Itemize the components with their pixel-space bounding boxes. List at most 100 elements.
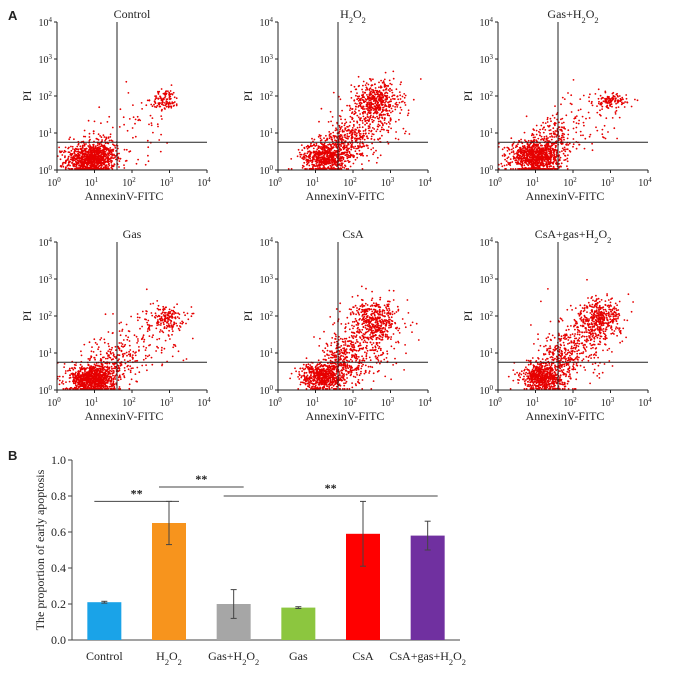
scatter-point xyxy=(567,92,569,94)
scatter-point xyxy=(370,103,373,106)
scatter-point xyxy=(501,165,504,168)
scatter-point xyxy=(521,155,523,158)
scatter-point xyxy=(151,117,154,119)
scatter-point xyxy=(332,151,334,154)
scatter-point xyxy=(348,160,351,163)
y-tick-label: 102 xyxy=(480,90,494,103)
scatter-point xyxy=(82,162,84,164)
scatter-point xyxy=(79,363,82,366)
scatter-point xyxy=(132,116,135,119)
scatter-point xyxy=(368,110,371,112)
scatter-point xyxy=(75,163,77,166)
scatter-point xyxy=(504,154,507,157)
x-tick-label: 101 xyxy=(306,176,320,189)
scatter-point xyxy=(528,146,530,149)
scatter-point xyxy=(83,143,86,146)
scatter-point xyxy=(111,148,114,151)
scatter-point xyxy=(591,104,594,107)
scatter-point xyxy=(387,105,390,108)
scatter-point xyxy=(322,157,324,159)
scatter-point xyxy=(364,123,366,126)
scatter-point xyxy=(358,126,361,129)
scatter-point xyxy=(320,153,323,156)
scatter-point xyxy=(548,152,550,155)
scatter-point xyxy=(381,116,383,119)
scatter-point xyxy=(591,142,593,145)
scatter-point xyxy=(339,135,342,138)
scatter-point xyxy=(83,168,86,170)
scatter-point xyxy=(503,146,506,149)
scatter-point xyxy=(107,163,110,166)
scatter-point xyxy=(610,103,613,105)
scatter-point xyxy=(613,127,616,130)
scatter-point xyxy=(344,133,346,136)
scatter-point xyxy=(617,95,619,98)
scatter-point xyxy=(390,118,392,121)
scatter-point xyxy=(89,157,92,160)
scatter-point xyxy=(327,143,329,146)
scatter-point xyxy=(92,149,94,152)
scatter-point xyxy=(99,145,102,148)
scatter-point xyxy=(75,384,77,387)
scatter-point xyxy=(378,97,381,99)
scatter-point xyxy=(599,94,602,97)
scatter-point xyxy=(363,138,366,141)
scatter-point xyxy=(394,108,397,111)
scatter-point xyxy=(389,123,391,125)
scatter-point xyxy=(356,126,359,129)
scatter-point xyxy=(551,114,554,117)
scatter-point xyxy=(326,155,328,158)
x-tick-label: 102 xyxy=(563,176,577,189)
scatter-point xyxy=(94,161,96,164)
y-tick-label: 104 xyxy=(39,16,53,29)
scatter-point xyxy=(368,159,370,162)
scatter-point xyxy=(532,153,535,156)
scatter-point xyxy=(331,124,334,127)
scatter-point xyxy=(346,157,349,160)
scatter-point xyxy=(384,98,387,101)
scatter-point xyxy=(74,367,77,370)
scatter-point xyxy=(554,105,556,107)
scatter-point xyxy=(585,117,587,120)
scatter-point xyxy=(386,94,389,97)
scatter-point xyxy=(159,95,161,98)
scatter-point xyxy=(125,148,128,151)
scatter-point xyxy=(540,144,542,147)
scatter-point xyxy=(108,139,111,142)
scatter-point xyxy=(532,158,535,161)
scatter-point xyxy=(74,154,77,157)
scatter-point xyxy=(73,165,75,168)
scatter-point xyxy=(129,150,132,153)
scatter-point xyxy=(354,105,357,108)
scatter-point xyxy=(552,131,555,133)
scatter-point xyxy=(362,94,364,97)
scatter-point xyxy=(331,116,334,118)
scatter-point xyxy=(358,153,361,156)
scatter-point xyxy=(366,94,368,96)
scatter-point xyxy=(542,131,545,134)
scatter-point xyxy=(302,158,304,160)
scatter-point xyxy=(549,150,552,153)
scatter-point xyxy=(356,114,359,117)
scatter-point xyxy=(81,165,84,168)
scatter-point xyxy=(89,160,91,163)
scatter-point xyxy=(355,88,358,91)
scatter-point xyxy=(77,148,80,151)
scatter-point xyxy=(605,101,608,103)
scatter-point xyxy=(160,88,163,90)
scatter-point xyxy=(364,91,366,94)
scatter-point xyxy=(552,156,555,159)
scatter-point xyxy=(582,121,585,124)
scatter-point xyxy=(83,153,86,156)
scatter-point xyxy=(389,90,391,92)
scatter-point xyxy=(76,159,79,162)
scatter-point xyxy=(624,101,626,103)
scatter-point xyxy=(297,148,300,151)
scatter-point xyxy=(610,100,613,103)
scatter-point xyxy=(598,113,601,116)
scatter-point xyxy=(554,149,556,152)
scatter-point xyxy=(86,150,89,153)
scatter-point xyxy=(99,160,101,163)
scatter-point xyxy=(362,112,364,115)
scatter-point xyxy=(597,88,600,91)
